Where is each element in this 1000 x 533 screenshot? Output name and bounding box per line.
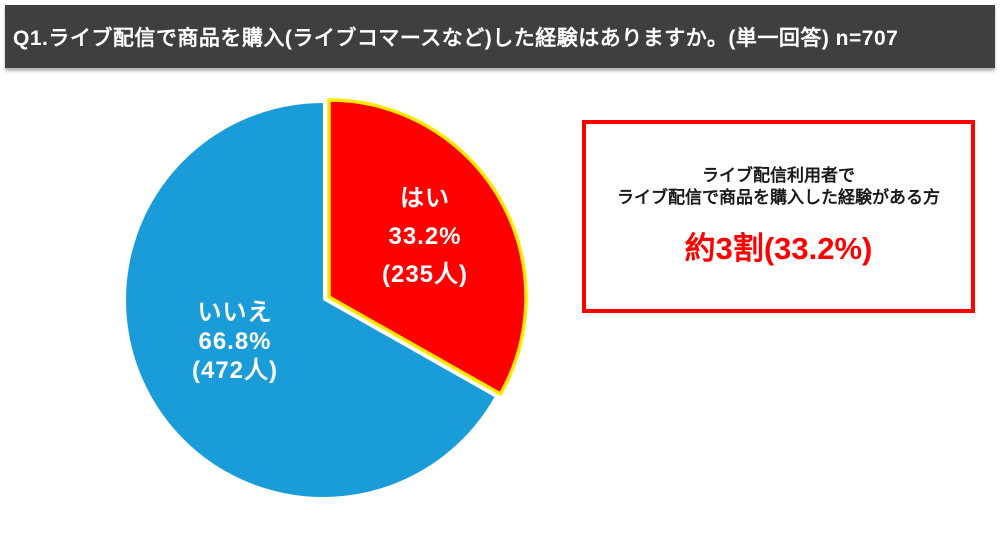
- pie-label-yes: はい 33.2% (235人): [325, 180, 525, 294]
- callout-line-1: ライブ配信利用者で: [702, 166, 855, 185]
- pie-label-yes-percent: 33.2%: [388, 223, 462, 250]
- pie-slice-no: [126, 103, 495, 498]
- question-title: Q1.ライブ配信で商品を購入(ライブコマースなど)した経験はありますか。(単一回…: [13, 26, 899, 50]
- pie-label-no: いいえ 66.8% (472人): [135, 298, 335, 385]
- pie-label-no-percent: 66.8%: [198, 328, 272, 355]
- question-header-bar: Q1.ライブ配信で商品を購入(ライブコマースなど)した経験はありますか。(単一回…: [5, 5, 995, 68]
- pie-label-no-name: いいえ: [197, 299, 273, 326]
- pie-label-yes-count: (235人): [381, 261, 469, 288]
- pie-slice-yes: [327, 98, 528, 396]
- pie-label-no-count: (472人): [191, 357, 279, 384]
- callout-highlight: 約3割(33.2%): [684, 231, 873, 266]
- callout-line-2: ライブ配信で商品を購入した経験がある方: [617, 188, 940, 207]
- callout-box: ライブ配信利用者で ライブ配信で商品を購入した経験がある方 約3割(33.2%): [582, 120, 975, 313]
- pie-label-yes-name: はい: [400, 185, 450, 212]
